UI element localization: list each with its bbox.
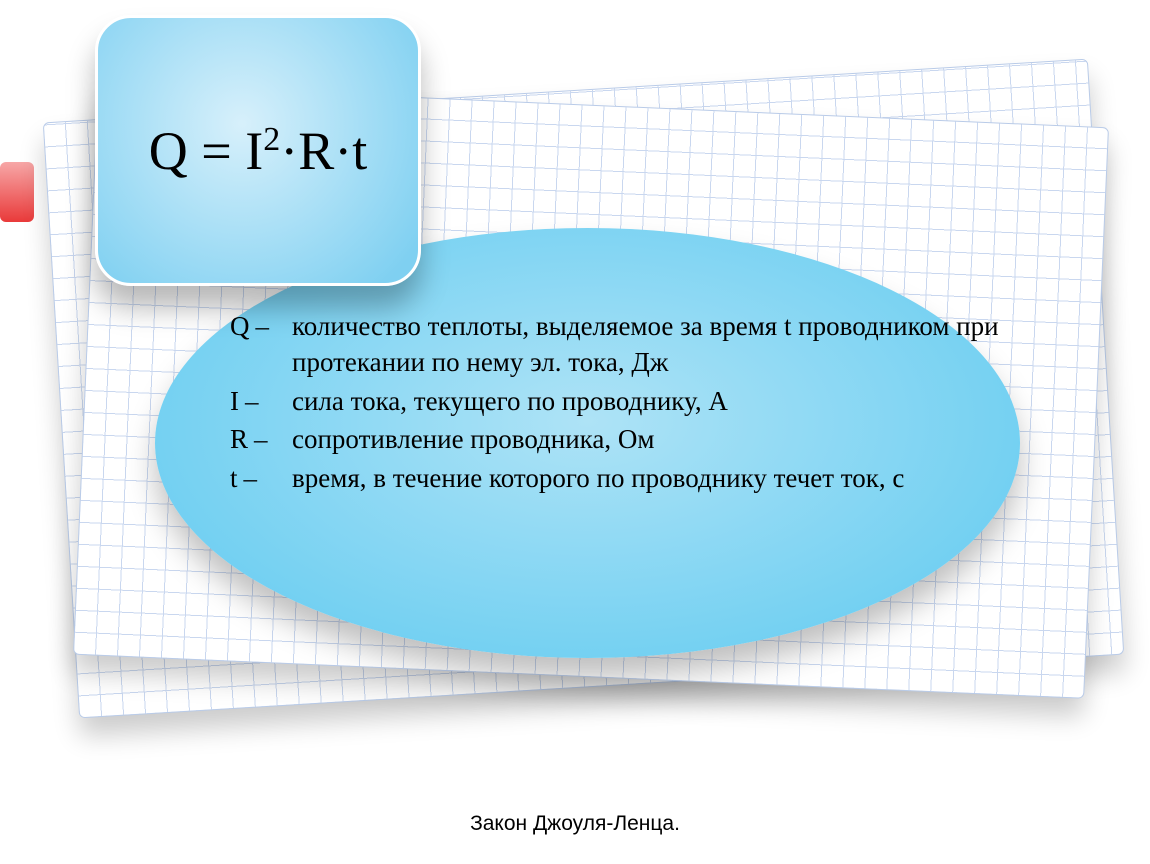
- formula-exp: 2: [263, 121, 280, 158]
- definition-symbol: I–: [230, 383, 292, 419]
- definition-dash: –: [245, 383, 259, 419]
- formula-card: Q = I2·R·t: [95, 15, 421, 286]
- definition-dash: –: [244, 460, 258, 496]
- definition-row: Q–количество теплоты, выделяемое за врем…: [230, 308, 1070, 381]
- definition-row: I–сила тока, текущего по проводнику, А: [230, 383, 1070, 419]
- definition-symbol: t–: [230, 460, 292, 496]
- formula-R: R: [298, 121, 334, 181]
- definition-row: R–сопротивление проводника, Ом: [230, 421, 1070, 457]
- definition-text: сила тока, текущего по проводнику, А: [292, 383, 1070, 419]
- definition-text: количество теплоты, выделяемое за время …: [292, 308, 1070, 381]
- formula-eq: =: [188, 121, 245, 181]
- formula-t: t: [352, 121, 367, 181]
- definition-symbol: R–: [230, 421, 292, 457]
- slide-caption: Закон Джоуля-Ленца.: [0, 812, 1150, 836]
- definitions-list: Q–количество теплоты, выделяемое за врем…: [230, 308, 1070, 498]
- definition-dash: –: [256, 308, 270, 344]
- formula-dot2: ·: [334, 121, 352, 181]
- definition-text: сопротивление проводника, Ом: [292, 421, 1070, 457]
- formula-dot1: ·: [280, 121, 298, 181]
- slide-stage: Q–количество теплоты, выделяемое за врем…: [0, 0, 1150, 864]
- definition-text: время, в течение которого по проводнику …: [292, 460, 1070, 496]
- definition-symbol: Q–: [230, 308, 292, 344]
- formula-text: Q = I2·R·t: [149, 120, 367, 182]
- definition-dash: –: [254, 421, 268, 457]
- formula-I: I: [245, 121, 263, 181]
- formula-Q: Q: [149, 121, 188, 181]
- definition-row: t–время, в течение которого по проводник…: [230, 460, 1070, 496]
- red-accent-sliver: [0, 162, 34, 222]
